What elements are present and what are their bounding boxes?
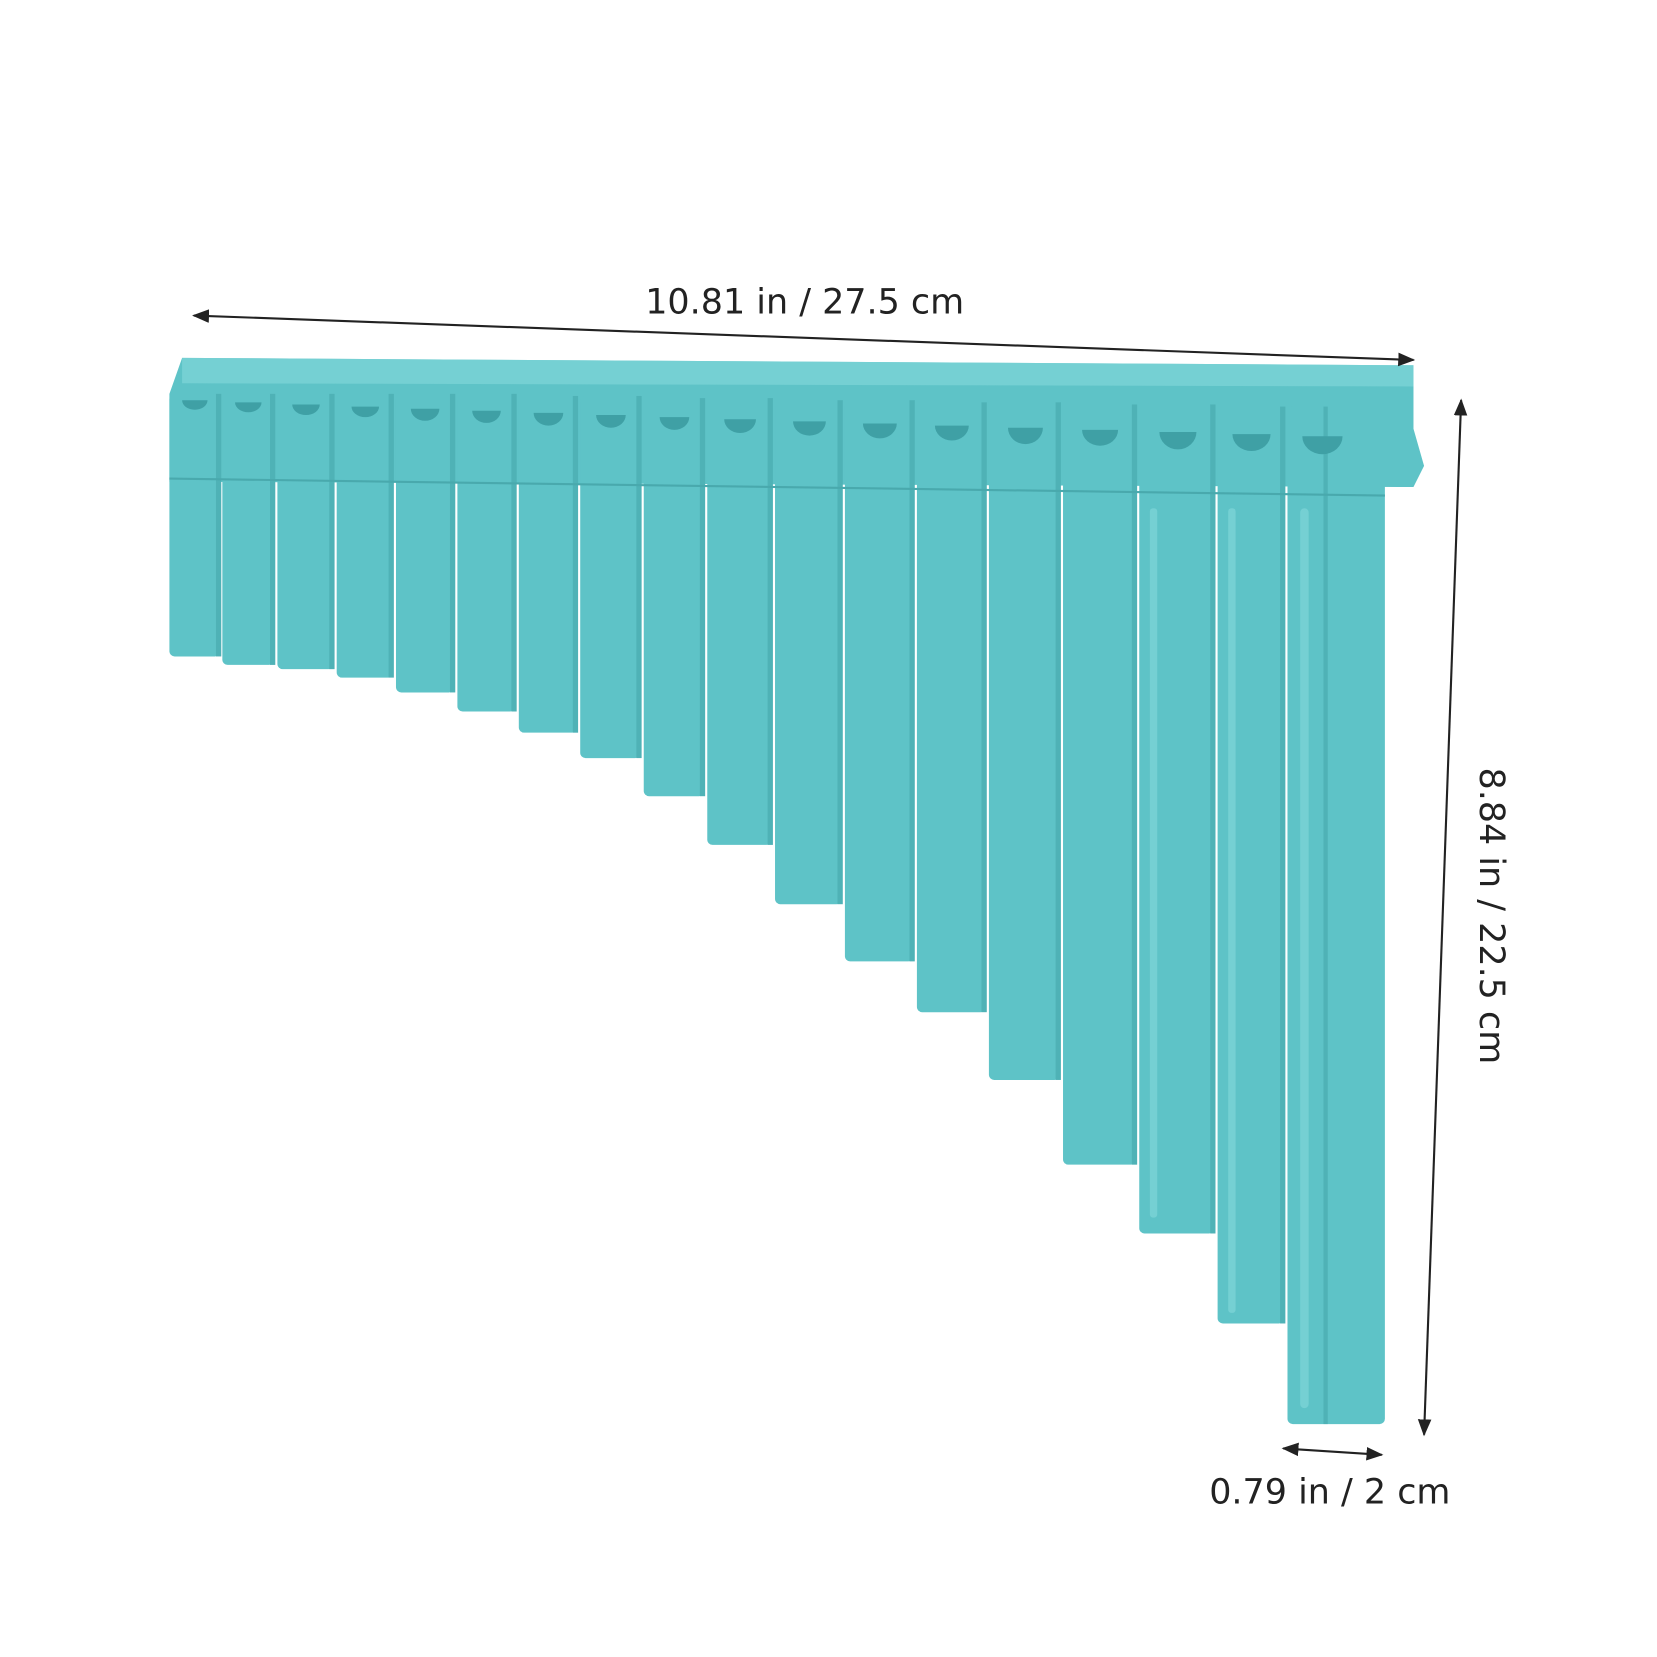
diameter-label: 0.79 in / 2 cm [1209, 1472, 1450, 1512]
dimension-lines [192, 309, 1468, 1461]
width-label: 10.81 in / 27.5 cm [645, 282, 964, 322]
pan-flute [169, 357, 1425, 1425]
height-label: 8.84 in / 22.5 cm [1471, 767, 1511, 1064]
